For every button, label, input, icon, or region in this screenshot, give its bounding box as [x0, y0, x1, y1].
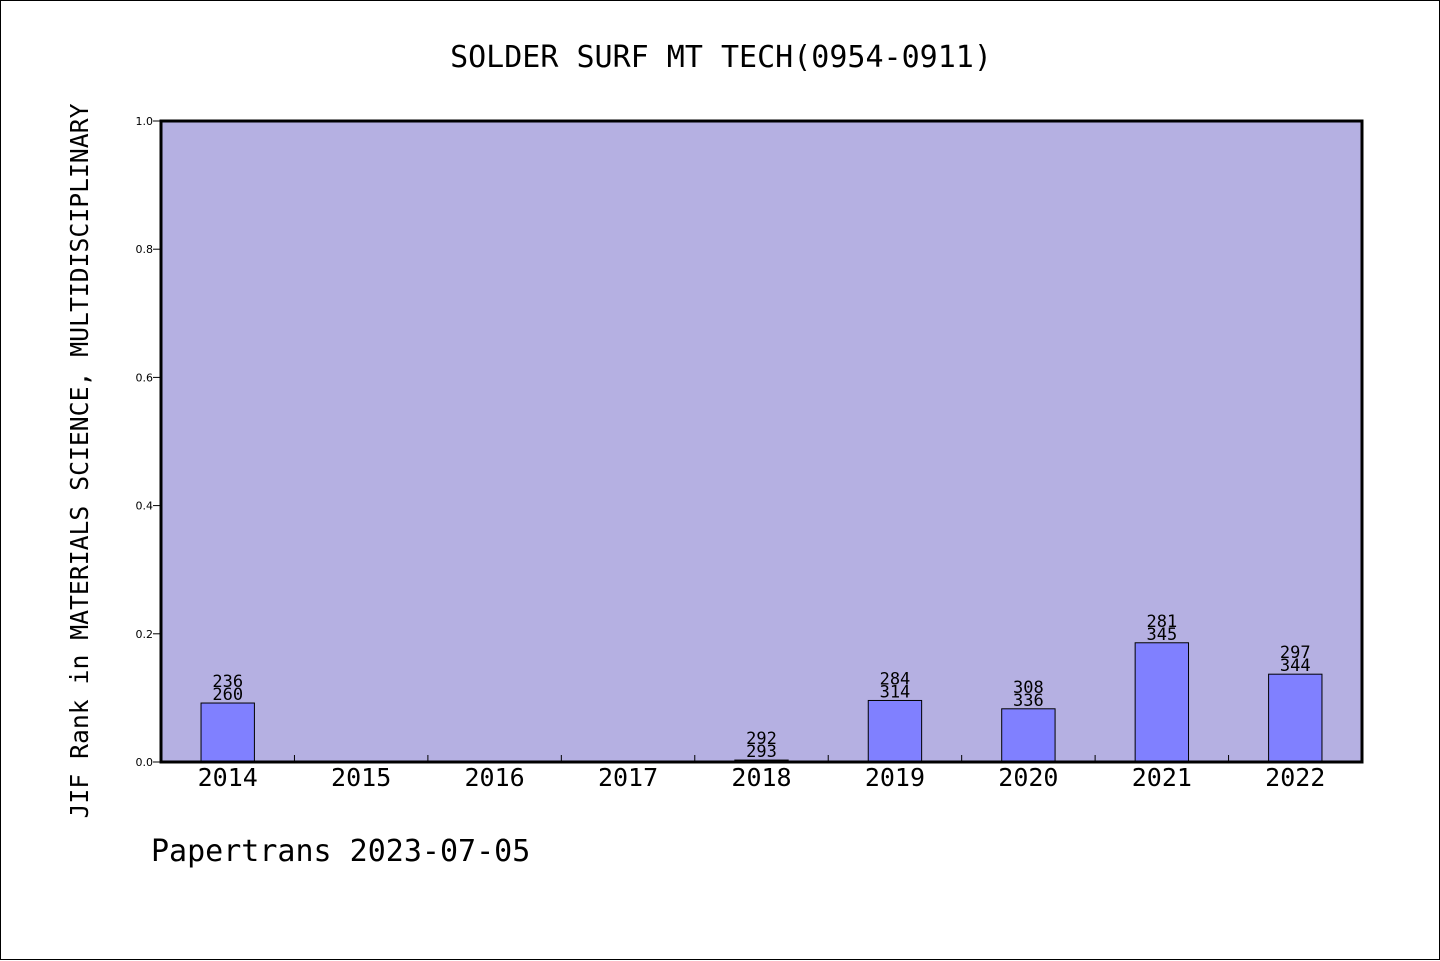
x-tick-label: 2017 [598, 763, 658, 792]
bar-2020 [1001, 708, 1056, 763]
bar-rank-label: 292 [746, 729, 777, 749]
y-tick-label: 0.8 [136, 243, 154, 256]
bar-2021 [1134, 642, 1190, 763]
x-tick-label: 2019 [865, 763, 925, 792]
bar-total-label: 293 [746, 742, 777, 762]
x-tick-label: 2018 [731, 763, 791, 792]
x-tick-label: 2015 [331, 763, 391, 792]
bar-rank-label: 297 [1280, 643, 1311, 663]
bar-total-label: 260 [212, 685, 243, 705]
x-axis-ticks: 2014 2015 2016 2017 2018 2019 2020 2021 2022 [198, 755, 1325, 792]
y-tick-label: 0.4 [136, 500, 154, 513]
bar-total-label: 344 [1280, 656, 1311, 676]
bar-rank-label: 281 [1146, 612, 1177, 632]
bar-2019 [867, 699, 923, 763]
y-axis-ticks: 0.0 0.2 0.4 0.6 0.8 1.0 [136, 115, 161, 769]
bar-rank-label: 236 [212, 672, 243, 692]
bar-total-label: 345 [1146, 625, 1177, 645]
footer-source-date: Papertrans 2023-07-05 [151, 834, 531, 869]
y-tick-label: 0.0 [136, 756, 154, 769]
bar-total-label: 336 [1013, 691, 1044, 711]
bar-2022 [1268, 673, 1323, 763]
bar-rank-label: 284 [880, 669, 911, 689]
plot-border [159, 119, 1364, 764]
bar-total-label: 314 [880, 682, 911, 702]
x-tick-label: 2016 [465, 763, 525, 792]
bar-rank-label: 308 [1013, 678, 1044, 698]
x-tick-label: 2020 [998, 763, 1058, 792]
x-tick-label: 2022 [1265, 763, 1325, 792]
x-tick-label: 2021 [1132, 763, 1192, 792]
x-tick-label: 2014 [198, 763, 258, 792]
y-tick-label: 0.6 [136, 371, 154, 384]
y-axis-label: JIF Rank in MATERIALS SCIENCE, MULTIDISC… [65, 104, 94, 819]
bars-group [200, 642, 1323, 763]
bar-2014 [200, 702, 255, 763]
y-tick-label: 1.0 [136, 115, 154, 128]
chart-title: SOLDER SURF MT TECH(0954-0911) [450, 40, 992, 75]
y-tick-label: 0.2 [136, 628, 154, 641]
